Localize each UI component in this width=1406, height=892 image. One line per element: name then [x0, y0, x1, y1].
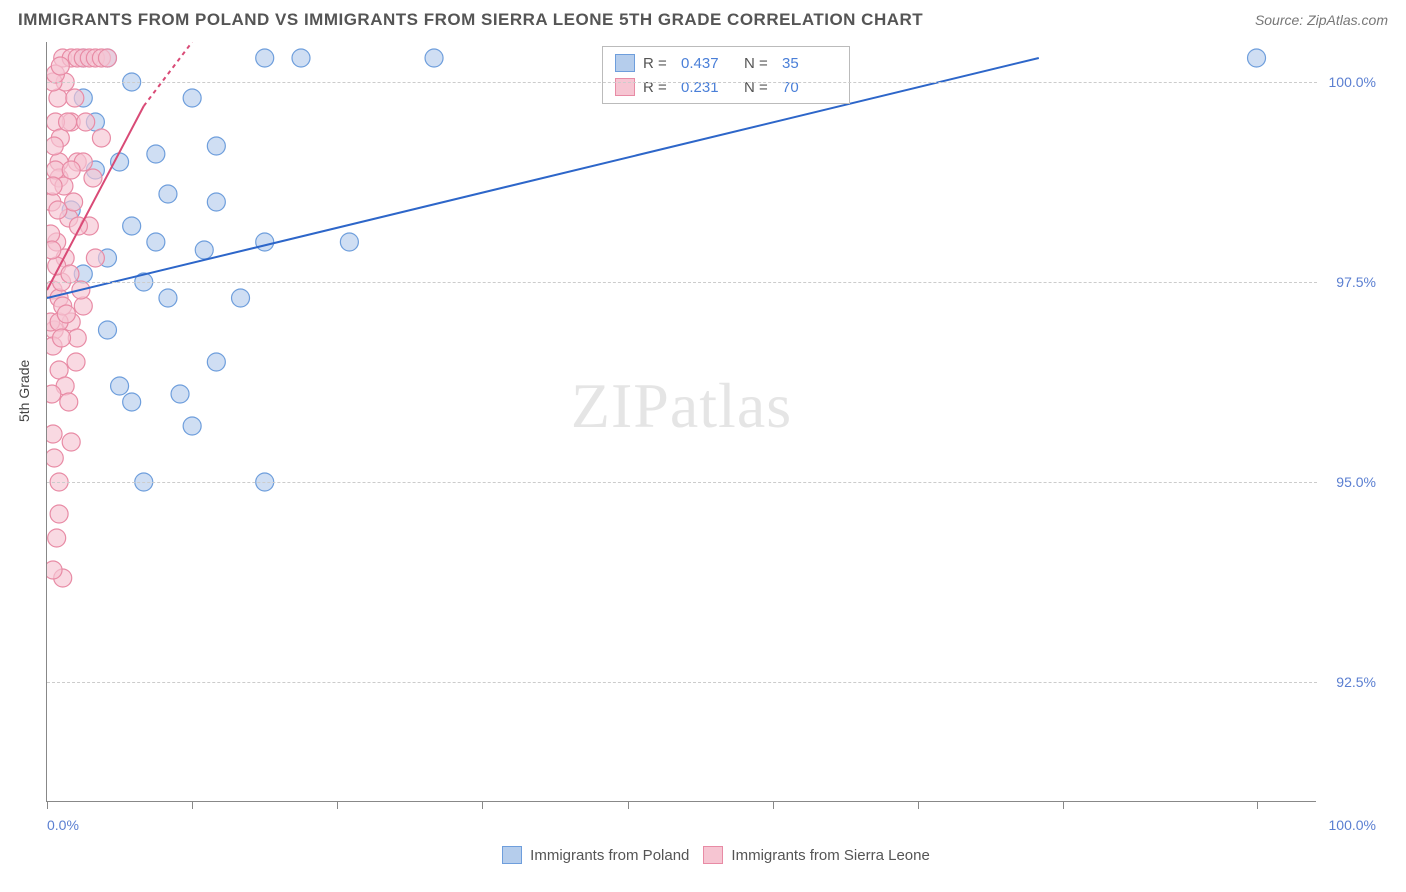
legend-series-item: Immigrants from Sierra Leone	[703, 846, 929, 864]
data-point	[195, 241, 213, 259]
gridline	[47, 282, 1317, 283]
data-point	[98, 321, 116, 339]
data-point	[47, 241, 61, 259]
gridline	[47, 82, 1317, 83]
data-point	[207, 137, 225, 155]
data-point	[50, 361, 68, 379]
data-point	[60, 393, 78, 411]
y-tick-label: 100.0%	[1329, 74, 1376, 90]
data-point	[183, 89, 201, 107]
data-point	[47, 137, 63, 155]
data-point	[98, 49, 116, 67]
chart-container: ZIPatlas R =0.437 N =35 R =0.231 N =70 9…	[46, 42, 1386, 832]
legend-label: Immigrants from Sierra Leone	[731, 847, 929, 864]
x-tick	[482, 801, 483, 809]
x-tick	[337, 801, 338, 809]
data-point	[53, 329, 71, 347]
data-point	[111, 377, 129, 395]
legend-swatch	[703, 846, 723, 864]
data-point	[159, 289, 177, 307]
x-tick	[918, 801, 919, 809]
data-point	[47, 177, 62, 195]
data-point	[59, 113, 77, 131]
x-tick	[1063, 801, 1064, 809]
plot-area: ZIPatlas R =0.437 N =35 R =0.231 N =70 9…	[46, 42, 1316, 802]
data-point	[123, 217, 141, 235]
data-point	[256, 49, 274, 67]
x-start-label: 0.0%	[47, 817, 79, 833]
data-point	[123, 393, 141, 411]
data-point	[61, 265, 79, 283]
data-point	[47, 385, 61, 403]
gridline	[47, 482, 1317, 483]
data-point	[57, 305, 75, 323]
data-point	[77, 113, 95, 131]
x-tick	[773, 801, 774, 809]
data-point	[340, 233, 358, 251]
data-point	[171, 385, 189, 403]
data-point	[1248, 49, 1266, 67]
gridline	[47, 682, 1317, 683]
chart-title: IMMIGRANTS FROM POLAND VS IMMIGRANTS FRO…	[18, 10, 923, 30]
data-point	[292, 49, 310, 67]
y-tick-label: 92.5%	[1336, 674, 1376, 690]
data-point	[67, 353, 85, 371]
data-point	[256, 233, 274, 251]
data-point	[147, 233, 165, 251]
legend-swatch	[615, 54, 635, 72]
data-point	[86, 249, 104, 267]
legend-swatch	[615, 78, 635, 96]
y-tick-label: 97.5%	[1336, 274, 1376, 290]
legend-label: Immigrants from Poland	[530, 847, 689, 864]
data-point	[47, 225, 60, 243]
legend-stat-row: R = 0.437 N = 35	[615, 51, 837, 75]
data-point	[159, 185, 177, 203]
data-point	[207, 193, 225, 211]
legend-swatch	[502, 846, 522, 864]
data-point	[92, 129, 110, 147]
x-tick	[628, 801, 629, 809]
x-tick	[1257, 801, 1258, 809]
data-point	[147, 145, 165, 163]
legend-stats: R = 0.437 N = 35 R =0.231 N =70	[602, 46, 850, 104]
r-value: 0.437	[681, 55, 736, 72]
data-point	[49, 89, 67, 107]
x-end-label: 100.0%	[1329, 817, 1376, 833]
data-point	[48, 529, 66, 547]
data-point	[49, 201, 67, 219]
legend-series: Immigrants from Poland Immigrants from Si…	[46, 846, 1386, 864]
x-tick	[47, 801, 48, 809]
source-label: Source: ZipAtlas.com	[1255, 12, 1388, 28]
data-point	[62, 161, 80, 179]
legend-stat-row: R =0.231 N =70	[615, 75, 837, 99]
data-point	[183, 417, 201, 435]
data-point	[425, 49, 443, 67]
data-point	[47, 449, 63, 467]
data-point	[50, 505, 68, 523]
n-value: 35	[782, 55, 837, 72]
data-point	[84, 169, 102, 187]
data-point	[62, 433, 80, 451]
data-point	[47, 561, 62, 579]
scatter-svg	[47, 42, 1317, 802]
data-point	[74, 297, 92, 315]
x-tick	[192, 801, 193, 809]
n-label: N =	[744, 55, 774, 72]
data-point	[232, 289, 250, 307]
data-point	[66, 89, 84, 107]
r-label: R =	[643, 55, 673, 72]
data-point	[47, 425, 62, 443]
legend-series-item: Immigrants from Poland	[502, 846, 689, 864]
y-axis-title: 5th Grade	[16, 360, 32, 422]
chart-header: IMMIGRANTS FROM POLAND VS IMMIGRANTS FRO…	[0, 0, 1406, 36]
data-point	[207, 353, 225, 371]
y-tick-label: 95.0%	[1336, 474, 1376, 490]
data-point	[51, 57, 69, 75]
